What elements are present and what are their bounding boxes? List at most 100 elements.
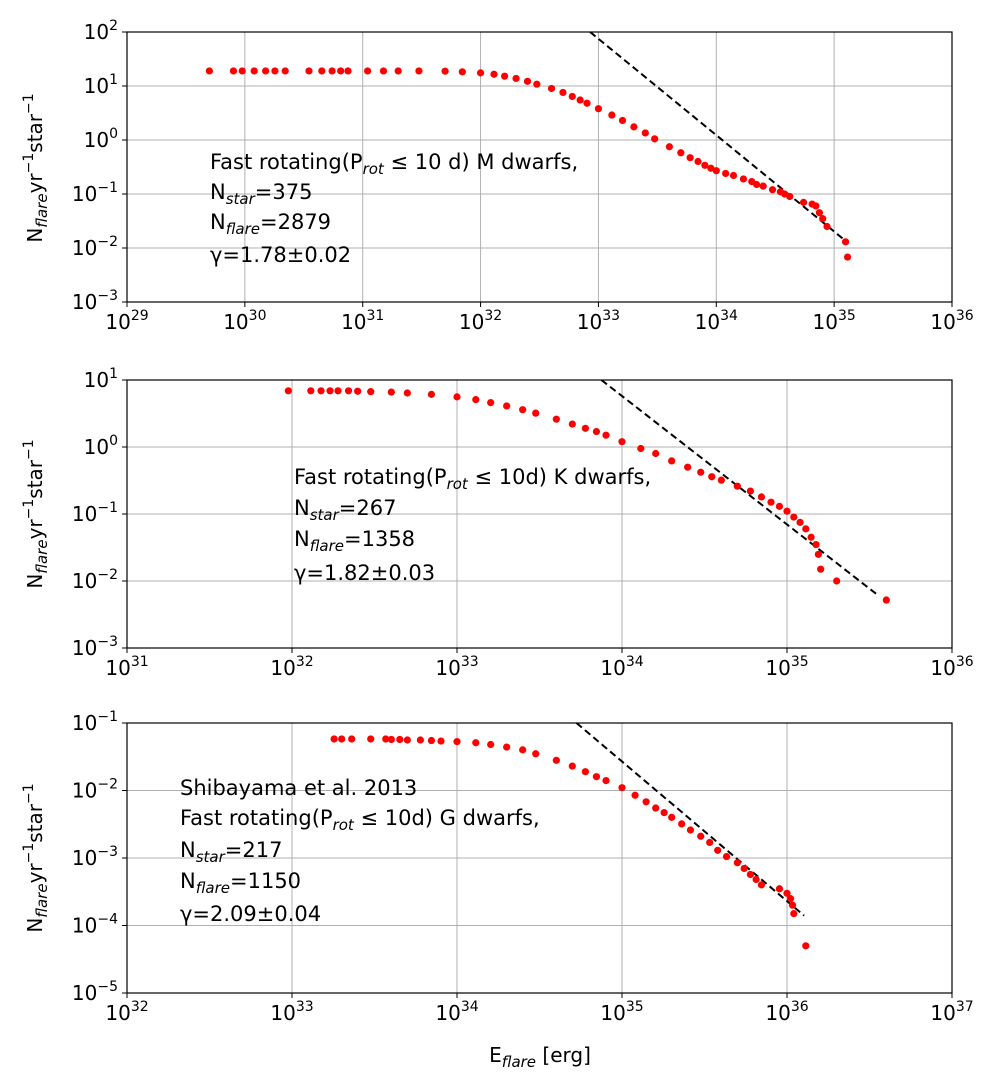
x-tick-label: 1034 [600,654,643,680]
flare-point [583,99,591,107]
flare-point [501,72,509,80]
x-tick-label: 1037 [930,999,973,1025]
flare-point [746,870,754,879]
flare-point [790,513,798,521]
flare-point [767,498,775,506]
flare-point [568,420,576,428]
y-tick-label: 10−5 [72,979,118,1005]
flare-point [250,67,258,75]
flare-point [786,895,795,903]
fit-line [575,723,805,917]
flare-point [783,507,791,515]
flare-point [740,864,748,873]
flare-point [651,135,659,143]
power-law-fit-line [589,32,848,243]
flare-point [559,88,567,97]
flare-point [403,389,411,397]
flare-point [815,209,824,217]
x-tick-label: 1032 [459,308,502,334]
flare-point [238,67,246,75]
flare-point [552,756,560,764]
flare-point [799,198,808,206]
flare-point [707,164,715,172]
flare-point [503,743,511,751]
flare-point [396,735,404,744]
x-tick-label: 1031 [341,308,384,334]
flare-point [694,157,702,166]
flare-point [427,390,436,398]
flare-point [472,739,480,747]
flare-point [717,476,725,484]
annotation-line3: Nflare=1358 [294,527,415,555]
flare-point [708,473,716,481]
y-tick-label: 102 [84,18,118,44]
axes-frame [126,31,953,303]
y-tick-label: 10−2 [72,777,118,803]
annotation-text: Fast rotating(Prot ≤ 10d) K dwarfs, Nsta… [294,465,651,585]
flare-point [660,809,668,817]
flare-point [843,253,852,261]
flare-point [416,736,424,744]
flare-point [441,67,449,75]
y-tick-label: 101 [84,366,118,392]
scatter-points [205,67,852,261]
flare-point [367,735,375,743]
flare-point [775,885,784,893]
axis-ticks: 1031 1032 1033 1034 1035 1036 101 100 10−1 10−2 10… [72,366,974,680]
x-tick-label: 1032 [105,999,148,1025]
y-tick-label: 10−3 [72,634,118,660]
annotation-line0: Shibayama et al. 2013 [180,776,417,800]
flare-point [472,395,480,404]
flare-point [802,525,810,533]
flare-point [367,388,375,396]
flare-point [581,424,589,432]
flare-point [833,577,841,585]
flare-point [594,105,603,113]
flare-point [807,533,815,541]
annotation-line4: γ=1.78±0.02 [210,243,351,267]
flare-point [229,67,238,75]
flare-point [547,84,556,93]
flare-point [823,222,831,231]
annotation-line2: Nstar=267 [294,496,396,524]
axis-ticks: 1029 1030 1031 1032 1033 1034 1035 1036 102 101 10… [72,18,974,334]
flare-point [338,735,346,743]
flare-point [592,773,601,781]
annotation-line1: Fast rotating(Prot ≤ 10d) K dwarfs, [294,465,651,493]
flare-point [394,67,402,75]
flare-point [775,502,784,510]
flare-point [665,143,673,151]
annotation-text: Shibayama et al. 2013 Fast rotating(Prot… [180,776,540,926]
panel-m-dwarfs: 1029 1030 1031 1032 1033 1034 1035 1036 102 101 10… [21,18,974,334]
x-tick-label: 1031 [105,654,148,680]
flare-point [379,67,388,75]
fit-line [600,380,880,597]
flare-point [476,69,485,77]
flare-point [706,838,714,847]
axis-ticks: 1032 1033 1034 1035 1036 1037 10−1 10−2 10−3 10−4… [72,709,974,1025]
x-tick-label: 1033 [270,999,313,1025]
flare-point [686,826,695,834]
scatter-points [330,735,810,950]
flare-point [305,67,313,75]
y-axis-label: Nflareyr−1star−1 [21,783,51,932]
flare-point [581,768,589,776]
y-tick-label: 10−4 [72,912,118,938]
flare-point [757,493,766,501]
y-tick-label: 10−1 [72,709,118,735]
flare-point [684,463,692,471]
flare-point [788,901,797,909]
flare-point [487,398,495,407]
x-tick-label: 1030 [223,308,266,334]
flare-point [271,67,279,75]
flare-point [576,96,584,104]
annotation-line3: Nflare=1150 [180,869,301,897]
flare-point [523,77,532,85]
flare-point [354,387,362,395]
y-axis-label: Nflareyr−1star−1 [21,439,51,588]
flare-point [733,859,741,867]
flare-point [652,449,660,458]
flare-point [701,161,709,169]
flare-point [503,402,511,410]
x-tick-label: 1032 [270,654,313,680]
